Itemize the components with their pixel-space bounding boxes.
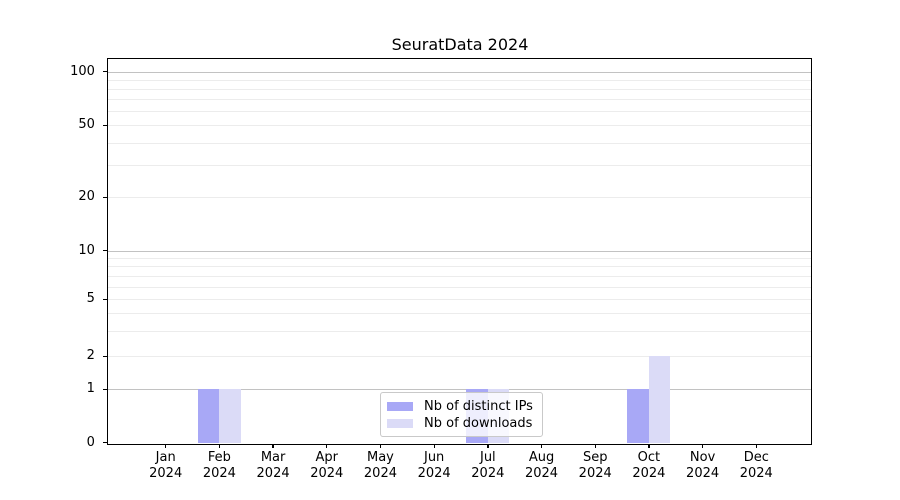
- y-minor-gridline: [108, 356, 811, 357]
- y-major-gridline: [108, 389, 811, 391]
- x-tick-mark: [702, 444, 704, 449]
- x-tick-label: Oct 2024: [632, 450, 666, 481]
- x-tick-mark: [594, 444, 596, 449]
- y-tick-mark: [102, 355, 107, 357]
- y-tick-mark: [102, 124, 107, 126]
- y-minor-gridline: [108, 142, 811, 144]
- y-tick-label: 100: [70, 63, 95, 79]
- x-tick-label: Nov 2024: [686, 450, 720, 481]
- y-tick-label: 50: [78, 117, 95, 132]
- y-minor-gridline: [108, 286, 811, 288]
- y-tick-mark: [102, 196, 107, 198]
- legend-label-distinct-ips: Nb of distinct IPs: [424, 398, 533, 414]
- x-tick-mark: [755, 444, 757, 449]
- bar-distinct-ips: [197, 389, 220, 443]
- y-minor-gridline: [108, 110, 811, 112]
- legend-item-distinct-ips: Nb of distinct IPs: [387, 399, 542, 414]
- y-minor-gridline: [108, 258, 811, 260]
- x-tick-label: Aug 2024: [524, 450, 559, 481]
- x-tick-label: Dec 2024: [739, 450, 773, 481]
- y-tick-label: 5: [86, 291, 95, 307]
- x-tick-label: May 2024: [363, 450, 397, 481]
- x-tick-label: Jan 2024: [149, 450, 183, 481]
- y-tick-mark: [102, 442, 107, 444]
- x-tick-label: Feb 2024: [202, 450, 236, 481]
- legend-swatch-distinct-ips: [387, 401, 413, 411]
- y-major-gridline: [108, 71, 811, 73]
- plot-border: [106, 58, 813, 446]
- legend-label-downloads: Nb of downloads: [424, 415, 533, 431]
- y-tick-label: 2: [86, 348, 95, 363]
- x-tick-label: Mar 2024: [256, 450, 290, 481]
- x-tick-mark: [379, 444, 382, 449]
- y-minor-gridline: [108, 99, 811, 101]
- x-tick-mark: [218, 444, 221, 449]
- y-tick-label: 1: [86, 381, 95, 397]
- x-tick-mark: [487, 444, 489, 449]
- x-tick-mark: [540, 444, 543, 449]
- y-tick-mark: [102, 71, 107, 73]
- legend: Nb of distinct IPs Nb of downloads: [380, 392, 543, 437]
- y-minor-gridline: [108, 299, 811, 301]
- y-tick-label: 0: [86, 434, 95, 450]
- x-tick-mark: [272, 444, 274, 449]
- y-major-gridline: [108, 250, 811, 252]
- y-minor-gridline: [108, 88, 811, 90]
- y-tick-label: 20: [78, 189, 95, 204]
- legend-swatch-downloads: [387, 418, 413, 428]
- y-minor-gridline: [108, 313, 811, 315]
- y-minor-gridline: [108, 197, 811, 198]
- y-tick-mark: [102, 298, 107, 301]
- y-minor-gridline: [108, 266, 811, 268]
- x-tick-label: Jul 2024: [471, 450, 505, 481]
- bar-distinct-ips: [627, 389, 649, 443]
- x-tick-mark: [326, 444, 328, 449]
- y-minor-gridline: [108, 125, 811, 126]
- y-tick-mark: [102, 388, 107, 391]
- chart-title: SeuratData 2024: [391, 35, 529, 54]
- y-tick-label: 10: [78, 242, 95, 258]
- bar-downloads: [219, 389, 241, 443]
- x-tick-label: Sep 2024: [578, 450, 612, 481]
- y-tick-mark: [102, 250, 107, 252]
- x-tick-mark: [648, 444, 650, 449]
- legend-item-downloads: Nb of downloads: [387, 416, 542, 431]
- x-tick-label: Jun 2024: [417, 450, 451, 481]
- y-minor-gridline: [108, 330, 811, 332]
- x-tick-mark: [165, 444, 167, 449]
- y-minor-gridline: [108, 79, 811, 81]
- y-minor-gridline: [108, 275, 811, 277]
- x-tick-label: Apr 2024: [310, 450, 344, 481]
- bar-downloads: [648, 356, 671, 443]
- x-tick-mark: [433, 444, 435, 449]
- y-minor-gridline: [108, 165, 811, 167]
